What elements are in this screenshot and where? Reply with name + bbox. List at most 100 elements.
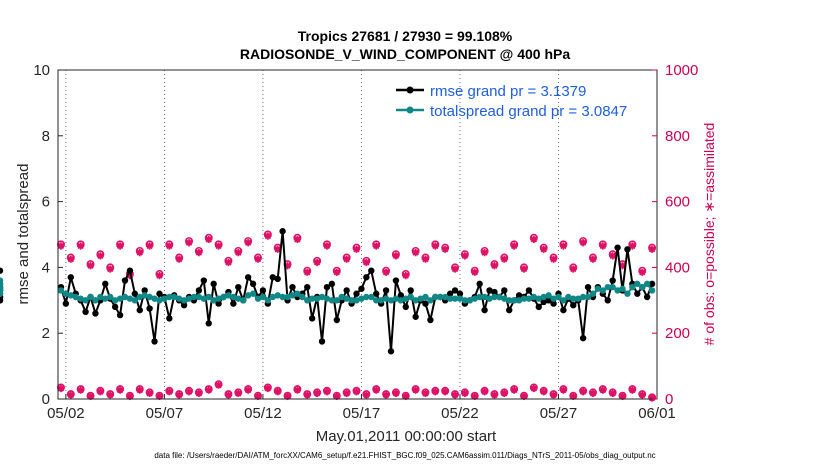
- rmse-point: [166, 315, 173, 322]
- obs-assimilated-point: [402, 392, 410, 400]
- rmse-point: [545, 297, 552, 304]
- obs-assimilated-point: [599, 386, 607, 394]
- obs-assimilated-point: [638, 391, 646, 399]
- x-tick-label: 05/27: [540, 405, 578, 422]
- rmse-point: [604, 297, 611, 304]
- obs-assimilated-point: [471, 392, 479, 400]
- totalspread-point: [146, 293, 153, 301]
- obs-assimilated-point: [185, 239, 193, 247]
- totalspread-point: [584, 293, 592, 301]
- obs-assimilated-point: [500, 255, 508, 263]
- obs-assimilated-point: [609, 252, 617, 260]
- rmse-point: [304, 283, 311, 291]
- obs-assimilated-point: [195, 389, 203, 398]
- obs-assimilated-point: [352, 245, 361, 253]
- totalspread-point: [225, 292, 232, 299]
- totalspread-point: [67, 292, 75, 299]
- chart-title: Tropics 27681 / 27930 = 99.108%: [298, 28, 513, 44]
- totalspread-point: [481, 293, 488, 301]
- rmse-point: [402, 303, 409, 311]
- rmse-point: [506, 306, 513, 314]
- totalspread-point: [634, 280, 641, 288]
- obs-assimilated-point: [441, 245, 449, 253]
- rmse-point: [451, 287, 459, 294]
- obs-assimilated-point: [530, 235, 538, 244]
- totalspread-point: [579, 293, 587, 301]
- obs-assimilated-point: [175, 255, 183, 263]
- totalspread-point: [308, 295, 316, 302]
- y-tick-label-right: 600: [665, 194, 690, 211]
- y-tick-label-right: 400: [665, 259, 690, 276]
- rmse-point: [525, 287, 533, 294]
- totalspread-point: [235, 295, 242, 302]
- rmse-point: [205, 320, 212, 327]
- rmse-point: [116, 311, 124, 319]
- totalspread-point: [190, 293, 198, 301]
- legend-totalspread-marker: [406, 106, 414, 114]
- obs-assimilated-point: [165, 242, 173, 250]
- totalspread-point: [284, 293, 291, 301]
- obs-assimilated-point: [303, 391, 311, 399]
- obs-assimilated-point: [106, 265, 114, 273]
- obs-assimilated-point: [146, 389, 154, 398]
- rmse-point: [274, 275, 281, 283]
- totalspread-point: [466, 297, 474, 304]
- totalspread-point: [624, 290, 631, 297]
- rmse-point: [121, 277, 129, 284]
- obs-assimilated-point: [165, 388, 173, 396]
- rmse-point: [62, 300, 70, 307]
- totalspread-point: [107, 293, 114, 301]
- obs-assimilated-point: [352, 388, 361, 396]
- rmse-point: [343, 287, 350, 294]
- totalspread-point: [220, 293, 227, 301]
- totalspread-point: [643, 280, 651, 288]
- totalspread-point: [323, 295, 331, 302]
- totalspread-point: [427, 297, 434, 304]
- totalspread-point: [180, 297, 188, 304]
- totalspread-point: [57, 287, 65, 294]
- rmse-point: [387, 348, 395, 355]
- obs-assimilated-point: [540, 245, 548, 253]
- totalspread-point: [422, 293, 429, 301]
- totalspread-point: [639, 283, 646, 291]
- rmse-point: [634, 290, 641, 297]
- obs-assimilated-point: [589, 255, 597, 263]
- totalspread-point: [402, 295, 409, 302]
- obs-count-markers: [56, 230, 657, 402]
- obs-assimilated-point: [648, 245, 656, 253]
- totalspread-point: [254, 295, 262, 302]
- obs-assimilated-point: [333, 268, 341, 276]
- totalspread-point: [72, 293, 79, 301]
- obs-assimilated-point: [126, 272, 134, 280]
- y-tick-label-left: 0: [42, 391, 50, 408]
- rmse-point: [501, 287, 508, 294]
- rmse-point: [230, 300, 237, 307]
- totalspread-point: [205, 293, 212, 301]
- obs-assimilated-point: [579, 388, 587, 396]
- obs-assimilated-point: [116, 242, 124, 250]
- totalspread-point: [387, 297, 395, 304]
- totalspread-point: [131, 297, 139, 304]
- obs-assimilated-point: [136, 248, 144, 257]
- totalspread-point: [629, 283, 636, 291]
- obs-assimilated-point: [343, 255, 351, 263]
- rmse-point: [609, 277, 616, 284]
- totalspread-point: [555, 293, 562, 301]
- obs-assimilated-point: [67, 255, 75, 263]
- obs-assimilated-point: [57, 384, 65, 393]
- totalspread-point: [496, 293, 503, 301]
- totalspread-point: [82, 297, 89, 304]
- obs-assimilated-point: [244, 239, 252, 247]
- obs-assimilated-point: [67, 391, 75, 399]
- obs-assimilated-point: [579, 239, 587, 247]
- y-tick-label-right: 0: [665, 391, 673, 408]
- totalspread-point: [407, 293, 414, 301]
- obs-assimilated-point: [283, 262, 292, 270]
- rmse-point: [259, 287, 267, 294]
- totalspread-point: [102, 295, 109, 302]
- totalspread-point: [550, 295, 557, 302]
- totalspread-point: [461, 297, 469, 304]
- totalspread-point: [486, 295, 493, 302]
- obs-assimilated-point: [480, 248, 489, 257]
